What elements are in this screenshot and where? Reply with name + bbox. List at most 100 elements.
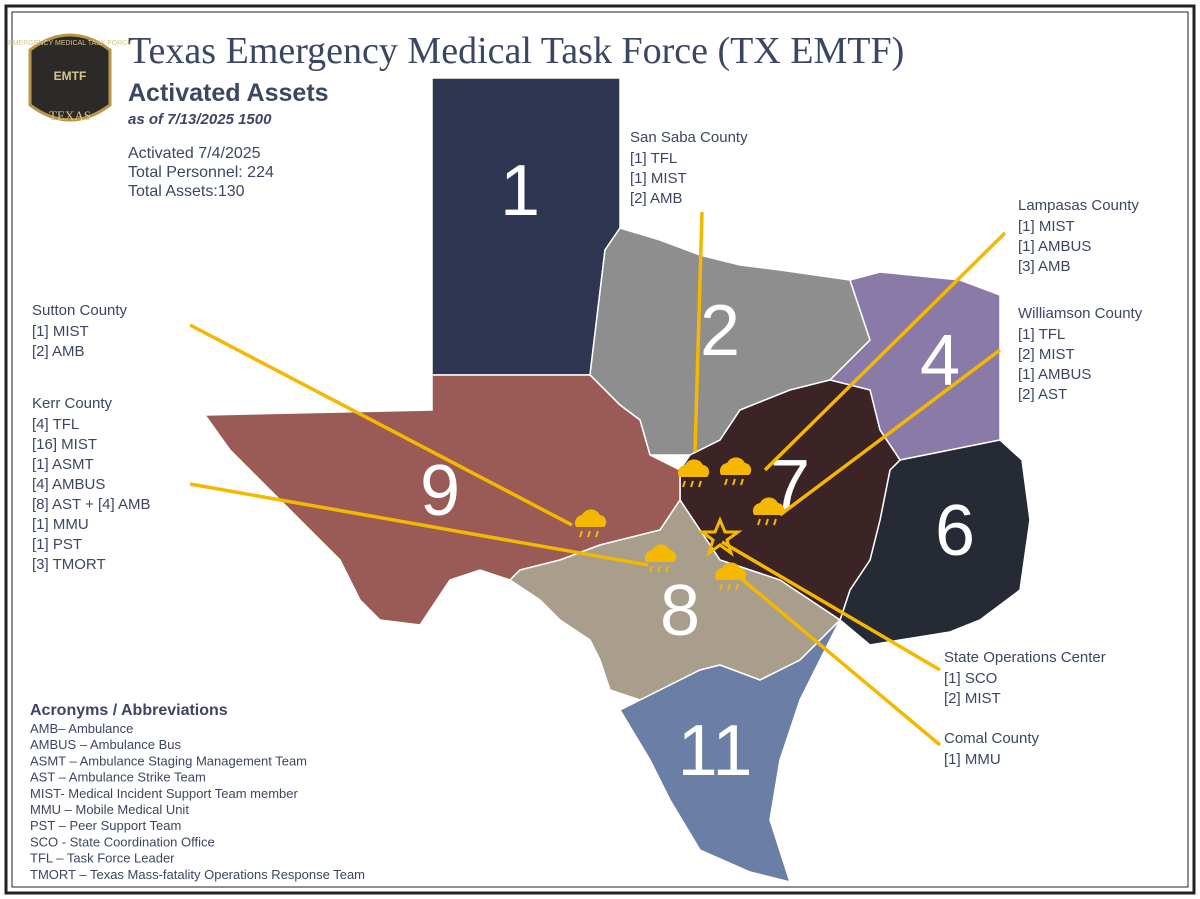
weather-icon	[752, 497, 785, 526]
as-of: as of 7/13/2025 1500	[128, 111, 272, 128]
cloud	[752, 497, 785, 515]
callout-item: [1] ASMT	[32, 456, 94, 473]
weather-icon	[719, 457, 752, 486]
region-number: 8	[660, 571, 700, 651]
leader-line	[763, 231, 1007, 472]
callout-item: [2] MIST	[944, 690, 1001, 707]
texas-map	[203, 77, 1031, 884]
acronyms: Acronyms / Abbreviations AMB– AmbulanceAM…	[30, 702, 365, 882]
acronym-item: AST – Ambulance Strike Team	[30, 770, 206, 785]
subtitle: Activated Assets	[128, 79, 329, 107]
callouts: San Saba County [1] TFL [1] MIST [2] AMB Lam…	[32, 129, 1143, 768]
frame	[4, 4, 1196, 895]
acronym-item: TFL – Task Force Leader	[30, 851, 175, 866]
region-number: 2	[700, 291, 740, 371]
rain	[719, 583, 739, 591]
callout: Kerr County [4] TFL [16] MIST [1] ASMT [4] A…	[32, 395, 649, 573]
callout-item: [2] AMB	[630, 190, 683, 207]
callout-title: Williamson County	[1018, 305, 1143, 322]
region-11	[618, 619, 841, 884]
callout-item: [2] MIST	[1018, 346, 1075, 363]
region-number: 6	[935, 491, 975, 571]
callout-title: San Saba County	[630, 129, 748, 146]
leader-line	[693, 211, 704, 453]
summary-line: Total Personnel: 224	[128, 164, 274, 181]
callout-item: [1] TFL	[630, 150, 677, 167]
rain	[724, 478, 744, 486]
acronym-item: AMBUS – Ambulance Bus	[30, 737, 182, 752]
callout-item: [1] MIST	[1018, 218, 1075, 235]
logo-top: EMERGENCY MEDICAL TASK FORCE	[8, 40, 132, 47]
callout-item: [1] SCO	[944, 670, 997, 687]
callout-item: [1] MIST	[32, 323, 89, 340]
acronym-item: SCO - State Coordination Office	[30, 834, 215, 849]
callout-item: [4] AMBUS	[32, 476, 105, 493]
rain	[649, 565, 669, 573]
callout-item: [8] AST + [4] AMB	[32, 496, 151, 513]
weather-icon	[644, 544, 677, 573]
callout: Comal County [1] MMU	[735, 573, 1040, 768]
region-number: 11	[678, 711, 753, 791]
callout-title: Kerr County	[32, 395, 113, 412]
weather-icon	[677, 459, 710, 488]
callout: Sutton County [1] MIST [2] AMB	[32, 302, 573, 527]
callout: San Saba County [1] TFL [1] MIST [2] AMB	[630, 129, 748, 453]
acronym-item: AMB– Ambulance	[30, 721, 133, 736]
callout-item: [2] AMB	[32, 343, 85, 360]
acronym-item: PST – Peer Support Team	[30, 818, 181, 833]
summary-line: Activated 7/4/2025	[128, 145, 261, 162]
logo: EMERGENCY MEDICAL TASK FORCE EMTF TEXAS	[8, 33, 132, 123]
acronym-item: MMU – Mobile Medical Unit	[30, 802, 189, 817]
weather-icon	[714, 562, 747, 591]
acronyms-title: Acronyms / Abbreviations	[30, 702, 228, 719]
leader-line	[189, 323, 573, 527]
cloud	[719, 457, 752, 475]
callout-item: [1] MIST	[630, 170, 687, 187]
callout-item: [1] MMU	[32, 516, 89, 533]
logo-mid: EMTF	[54, 69, 87, 83]
acronym-item: ASMT – Ambulance Staging Management Team	[30, 753, 307, 768]
leader-line	[721, 540, 941, 672]
cloud	[574, 509, 607, 527]
callout-title: Lampasas County	[1018, 197, 1139, 214]
callout-item: [1] PST	[32, 536, 82, 553]
callout: State Operations Center [1] SCO [2] MIST	[721, 540, 1106, 707]
callout-title: Sutton County	[32, 302, 128, 319]
callout-item: [1] AMBUS	[1018, 238, 1091, 255]
callout-title: Comal County	[944, 730, 1040, 747]
callout-item: [2] AST	[1018, 386, 1067, 403]
weather-icon	[574, 509, 607, 538]
title: Texas Emergency Medical Task Force (TX E…	[128, 30, 904, 72]
region-number: 4	[920, 321, 960, 401]
callout-item: [1] AMBUS	[1018, 366, 1091, 383]
leader-line	[778, 348, 1002, 517]
callout: Williamson County [1] TFL [2] MIST [1] AMBU…	[778, 305, 1143, 517]
summary: Activated 7/4/2025 Total Personnel: 224 To…	[128, 145, 274, 200]
state-ops-star	[697, 516, 743, 557]
callout-item: [16] MIST	[32, 436, 97, 453]
callout: Lampasas County [1] MIST [1] AMBUS [3] AMB	[763, 197, 1139, 472]
leader-line	[189, 482, 649, 567]
callout-item: [3] TMORT	[32, 556, 106, 573]
frame-inner	[11, 11, 1189, 888]
leader-line	[735, 573, 942, 747]
callout-item: [1] TFL	[1018, 326, 1065, 343]
callout-title: State Operations Center	[944, 649, 1106, 666]
callout-item: [1] MMU	[944, 751, 1001, 768]
cloud	[714, 562, 747, 580]
callout-item: [4] TFL	[32, 416, 79, 433]
acronym-item: TMORT – Texas Mass-fatality Operations R…	[30, 867, 365, 882]
rain	[682, 480, 702, 488]
cloud	[644, 544, 677, 562]
rain	[757, 518, 777, 526]
cloud	[677, 459, 710, 477]
callout-item: [3] AMB	[1018, 258, 1071, 275]
region-number: 1	[500, 151, 540, 231]
acronym-item: MIST- Medical Incident Support Team memb…	[30, 786, 298, 801]
logo-bottom: TEXAS	[49, 108, 91, 123]
rain	[579, 530, 599, 538]
summary-line: Total Assets:130	[128, 183, 245, 200]
